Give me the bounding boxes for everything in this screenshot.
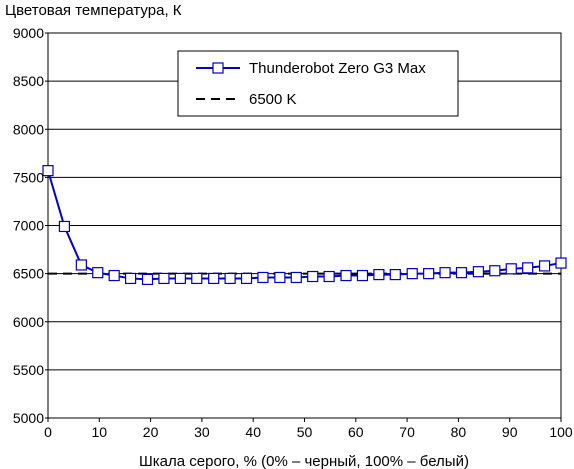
data-point-18 bbox=[340, 269, 352, 282]
data-point-6 bbox=[141, 273, 154, 285]
data-point-24 bbox=[439, 267, 451, 279]
x-tick-label-0: 0 bbox=[44, 424, 52, 440]
y-tick-label-6500: 6500 bbox=[13, 266, 44, 282]
legend-label-series-2: 6500 K bbox=[249, 91, 297, 108]
y-tick-label-8500: 8500 bbox=[13, 73, 44, 89]
data-point-27 bbox=[489, 265, 501, 277]
x-axis-title: Шкала серого, % (0% – черный, 100% – бел… bbox=[139, 453, 469, 469]
data-point-2 bbox=[75, 259, 87, 271]
data-point-4 bbox=[108, 269, 120, 282]
data-point-25 bbox=[455, 267, 468, 279]
x-tick-label-50: 50 bbox=[297, 424, 313, 440]
data-point-14 bbox=[274, 271, 286, 284]
x-tick-label-90: 90 bbox=[502, 424, 518, 440]
data-point-12 bbox=[240, 272, 253, 285]
data-point-28 bbox=[505, 263, 517, 275]
data-series bbox=[42, 165, 567, 285]
x-tick-label-20: 20 bbox=[143, 424, 159, 440]
data-point-13 bbox=[257, 271, 269, 284]
x-tick-label-70: 70 bbox=[399, 424, 415, 440]
data-point-19 bbox=[356, 269, 369, 282]
legend: Thunderobot Zero G3 Max 6500 K bbox=[177, 50, 459, 117]
y-tick-labels: 5000 5500 6000 6500 7000 7500 8000 8500 9000 bbox=[13, 25, 48, 426]
x-tick-label-40: 40 bbox=[245, 424, 261, 440]
y-tick-label-7500: 7500 bbox=[13, 169, 44, 185]
data-point-3 bbox=[92, 267, 104, 279]
y-tick-label-5000: 5000 bbox=[13, 410, 44, 426]
data-point-22 bbox=[406, 268, 418, 280]
data-point-0 bbox=[42, 165, 54, 177]
y-tick-label-6000: 6000 bbox=[13, 314, 44, 330]
data-point-7 bbox=[158, 272, 170, 285]
x-tick-label-30: 30 bbox=[194, 424, 210, 440]
legend-marker-series-1 bbox=[212, 62, 224, 74]
x-tick-label-10: 10 bbox=[92, 424, 108, 440]
y-tick-label-7000: 7000 bbox=[13, 218, 44, 234]
data-point-15 bbox=[290, 271, 302, 284]
data-point-10 bbox=[208, 272, 220, 285]
x-tick-label-100: 100 bbox=[549, 424, 573, 440]
x-tick-label-60: 60 bbox=[348, 424, 364, 440]
y-tick-label-5500: 5500 bbox=[13, 362, 44, 378]
data-point-23 bbox=[423, 268, 435, 280]
y-axis-title: Цветовая температура, К bbox=[5, 2, 182, 19]
y-tick-label-8000: 8000 bbox=[13, 121, 44, 137]
data-point-29 bbox=[522, 262, 534, 274]
data-point-20 bbox=[373, 268, 385, 281]
data-point-1 bbox=[58, 220, 71, 233]
data-point-30 bbox=[538, 260, 551, 272]
x-tick-labels: 0 10 20 30 40 50 60 70 80 90 100 bbox=[44, 418, 573, 440]
data-point-31 bbox=[555, 257, 567, 269]
data-point-17 bbox=[323, 270, 335, 283]
data-point-9 bbox=[191, 272, 203, 285]
legend-box bbox=[177, 50, 459, 117]
data-point-5 bbox=[124, 272, 137, 285]
x-tick-label-80: 80 bbox=[451, 424, 467, 440]
data-point-21 bbox=[389, 268, 401, 281]
legend-label-series-1: Thunderobot Zero G3 Max bbox=[249, 60, 426, 77]
data-point-11 bbox=[224, 272, 236, 285]
y-tick-label-9000: 9000 bbox=[13, 25, 44, 41]
data-point-16 bbox=[307, 270, 319, 283]
data-point-26 bbox=[472, 266, 485, 278]
data-point-8 bbox=[174, 272, 186, 285]
